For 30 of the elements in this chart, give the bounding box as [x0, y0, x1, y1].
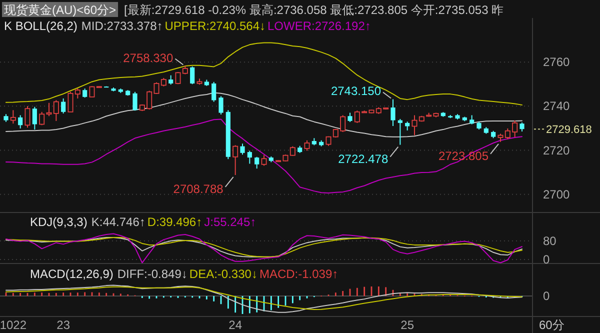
- legend-title: MACD(12,26,9): [30, 267, 114, 281]
- series-label: DIFF:-0.849↓: [117, 267, 188, 281]
- series-label: UPPER:2740.564↓: [164, 19, 266, 33]
- y-tick-label: 2700: [543, 187, 570, 202]
- x-tick-label: 25: [400, 318, 414, 332]
- y-tick-label: 2720: [543, 143, 570, 158]
- series-label: DEA:-0.330↓: [189, 267, 258, 281]
- series-label: J:55.245↑: [204, 215, 256, 229]
- text: MID:2733.378↑: [81, 19, 163, 33]
- y-tick-label: 2740: [543, 99, 570, 114]
- chart-title: 现货黄金(AU)<60分>: [4, 3, 116, 17]
- text: LOWER:2726.192↑: [268, 19, 371, 33]
- x-tick-label: 1022: [0, 318, 27, 332]
- legend-title: KDJ(9,3,3): [30, 215, 88, 229]
- series-label: D:39.496↑: [147, 215, 202, 229]
- annotation: 2722.478: [338, 152, 388, 166]
- y-tick-label: 0: [543, 252, 550, 266]
- legend-title: K BOLL(26,2): [4, 19, 78, 33]
- y-tick-label: 80: [543, 234, 557, 248]
- x-tick-label: 23: [56, 318, 70, 332]
- series-label: K:44.746↑: [91, 215, 146, 229]
- annotation: 2708.788: [173, 182, 224, 196]
- x-tick-label: 24: [228, 318, 242, 332]
- text: 60分: [539, 318, 564, 332]
- annotation: 2743.150: [330, 84, 382, 98]
- text: 2729.618: [546, 124, 592, 136]
- y-tick-label: 2760: [543, 55, 570, 70]
- series-label: MACD:-1.039↑: [259, 267, 338, 281]
- annotation: 2758.330: [123, 50, 174, 65]
- chart-subtitle: [最新:2729.618 -0.23% 最高:2736.058 最低:2723.805 今开:2735.053 昨: [124, 3, 504, 17]
